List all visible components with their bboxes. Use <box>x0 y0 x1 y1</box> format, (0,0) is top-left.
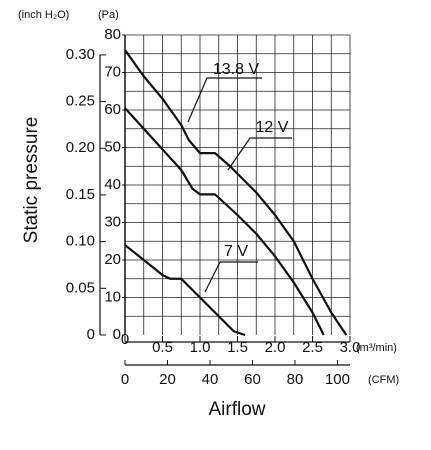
y2-unit: (inch H₂O) <box>18 9 69 21</box>
series-label: 12 V <box>256 119 289 136</box>
x2-tick-label: 100 <box>325 371 350 388</box>
y-tick-label: 30 <box>104 213 121 230</box>
curve <box>124 107 325 336</box>
y2-tick-label: 0.30 <box>66 46 95 63</box>
y2-tick-label: 0.25 <box>66 93 95 110</box>
x-tick-label: 3.0 <box>340 339 361 356</box>
annotation-leaders <box>187 77 292 293</box>
x-axis-title: Airflow <box>208 399 265 420</box>
y-tick-label: 0 <box>113 326 121 343</box>
x2-tick-label: 80 <box>287 371 304 388</box>
leader <box>227 137 292 171</box>
x-tick-label: 2.5 <box>302 339 323 356</box>
y-tick-label: 40 <box>104 176 121 193</box>
leader <box>187 77 262 123</box>
y2-tick-label: 0.15 <box>66 186 95 203</box>
y2-tick-label: 0.20 <box>66 139 95 156</box>
y-unit: (Pa) <box>98 9 119 21</box>
y-axis-title: Static pressure <box>21 117 42 244</box>
series-label: 7 V <box>224 243 248 260</box>
curve <box>124 49 348 336</box>
x2-tick-label: 40 <box>202 371 219 388</box>
x2-tick-label: 0 <box>121 371 129 388</box>
x-tick-label: 0.5 <box>152 339 173 356</box>
x-tick-label: 1.0 <box>190 339 211 356</box>
x-unit: (m³/min) <box>356 342 397 354</box>
x2-tick-label: 60 <box>244 371 261 388</box>
curve <box>124 244 246 337</box>
y-tick-label: 70 <box>104 63 121 80</box>
y-tick-label: 80 <box>104 26 121 43</box>
y-tick-label: 50 <box>104 138 121 155</box>
leader <box>204 261 258 293</box>
y-tick-label: 60 <box>104 101 121 118</box>
x2-tick-label: 20 <box>159 371 176 388</box>
series-label: 13.8 V <box>213 61 260 78</box>
y-tick-label: 20 <box>104 251 121 268</box>
x-tick-label: 0 <box>121 331 129 348</box>
x-tick-label: 1.5 <box>227 339 248 356</box>
y2-tick-label: 0.10 <box>66 233 95 250</box>
x-tick-label: 2.0 <box>265 339 286 356</box>
x2-unit: (CFM) <box>368 374 399 386</box>
y2-tick-label: 0.05 <box>66 279 95 296</box>
y2-tick-label: 0 <box>87 326 95 343</box>
y-tick-label: 10 <box>104 288 121 305</box>
